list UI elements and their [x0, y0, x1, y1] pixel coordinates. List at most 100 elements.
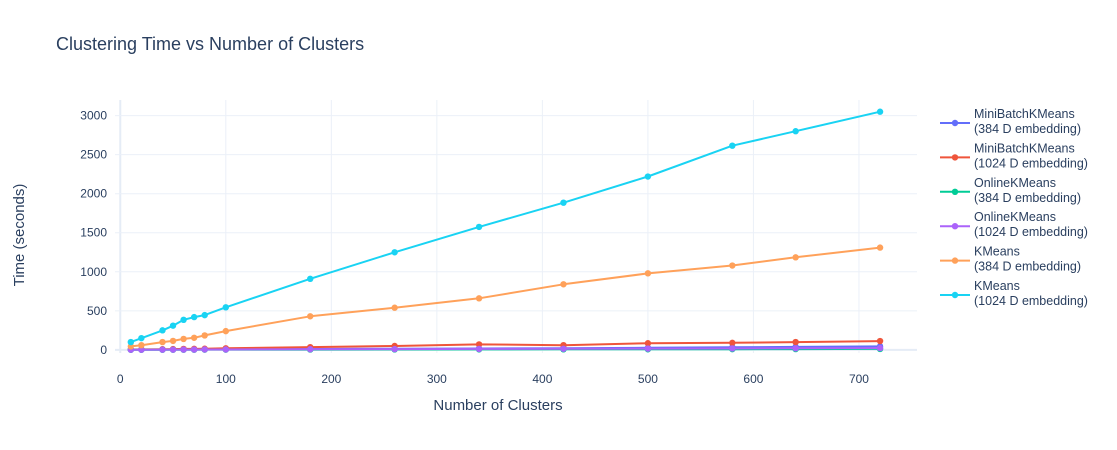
chart-title: Clustering Time vs Number of Clusters: [56, 34, 364, 54]
data-point[interactable]: [475, 341, 483, 348]
data-point[interactable]: [475, 345, 483, 353]
data-point[interactable]: [190, 346, 198, 353]
legend-label: KMeans: [974, 279, 1020, 293]
data-point[interactable]: [307, 346, 314, 353]
x-tick-label: 500: [638, 372, 658, 386]
data-point[interactable]: [391, 345, 398, 353]
legend-label: OnlineKMeans: [974, 176, 1056, 190]
legend-item[interactable]: KMeans(1024 D embedding): [940, 279, 1088, 308]
data-point[interactable]: [475, 295, 483, 302]
series-line: [130, 246, 881, 348]
data-point[interactable]: [644, 173, 652, 180]
grid: [115, 100, 917, 353]
legend-item[interactable]: OnlineKMeans(1024 D embedding): [940, 210, 1088, 239]
data-point[interactable]: [560, 345, 567, 352]
legend-marker-swatch: [951, 223, 959, 230]
data-point[interactable]: [307, 275, 314, 283]
legend-item[interactable]: KMeans(384 D embedding): [940, 245, 1081, 274]
data-point[interactable]: [876, 244, 884, 251]
legend-sublabel: (1024 D embedding): [974, 225, 1088, 239]
data-point[interactable]: [190, 313, 198, 321]
data-point[interactable]: [190, 334, 198, 341]
data-point[interactable]: [138, 346, 145, 353]
data-point[interactable]: [180, 335, 187, 343]
x-tick-label: 100: [216, 372, 236, 386]
legend-item[interactable]: OnlineKMeans(384 D embedding): [940, 176, 1081, 205]
x-tick-label: 300: [427, 372, 447, 386]
data-point[interactable]: [644, 270, 652, 277]
x-tick-label: 600: [743, 372, 763, 386]
tick-labels: 0 100 200 300 400 500 600 700 0 500 1000 1500 2000 25…: [80, 109, 869, 386]
legend-marker-swatch: [951, 188, 959, 195]
data-point[interactable]: [159, 327, 166, 334]
data-point[interactable]: [159, 346, 166, 353]
y-tick-label: 1500: [80, 226, 107, 240]
x-axis-title: Number of Clusters: [433, 397, 562, 414]
data-point[interactable]: [792, 338, 799, 346]
y-tick-label: 1000: [80, 265, 107, 279]
legend-item[interactable]: MiniBatchKMeans(1024 D embedding): [940, 141, 1088, 170]
data-point[interactable]: [644, 340, 652, 347]
data-point[interactable]: [201, 346, 208, 353]
y-tick-label: 2500: [80, 148, 107, 162]
data-point[interactable]: [876, 337, 884, 345]
data-point[interactable]: [201, 332, 208, 339]
data-point[interactable]: [307, 313, 314, 320]
legend-sublabel: (384 D embedding): [974, 122, 1081, 136]
legend-marker-swatch: [951, 257, 959, 264]
y-axis-title: Time (seconds): [11, 184, 28, 287]
y-tick-label: 3000: [80, 109, 107, 123]
data-point[interactable]: [222, 327, 230, 335]
legend-label: OnlineKMeans: [974, 210, 1056, 224]
data-point[interactable]: [169, 322, 177, 329]
data-point[interactable]: [792, 345, 799, 352]
data-point[interactable]: [201, 311, 208, 319]
data-point[interactable]: [729, 345, 736, 352]
data-point[interactable]: [729, 142, 736, 149]
legend-marker-swatch: [951, 291, 959, 299]
data-point[interactable]: [876, 108, 884, 115]
x-tick-label: 700: [849, 372, 869, 386]
x-tick-label: 200: [321, 372, 341, 386]
data-point[interactable]: [644, 345, 652, 352]
legend-sublabel: (1024 D embedding): [974, 156, 1088, 170]
data-point[interactable]: [127, 338, 135, 346]
legend-sublabel: (384 D embedding): [974, 191, 1081, 205]
x-tick-label: 400: [532, 372, 552, 386]
series-4: [127, 244, 884, 350]
legend-marker-swatch: [951, 154, 959, 161]
data-point[interactable]: [138, 334, 145, 342]
data-point[interactable]: [475, 223, 483, 231]
series-5: [127, 108, 884, 346]
series-line: [130, 347, 881, 351]
data-point[interactable]: [729, 262, 736, 269]
data-point[interactable]: [391, 249, 398, 256]
legend-label: MiniBatchKMeans: [974, 141, 1075, 155]
data-point[interactable]: [159, 338, 166, 346]
data-point[interactable]: [138, 341, 145, 349]
data-point[interactable]: [792, 254, 799, 261]
data-point[interactable]: [560, 199, 567, 206]
y-tick-label: 500: [87, 304, 107, 318]
series-line: [130, 110, 881, 344]
legend-marker-swatch: [951, 119, 959, 127]
data-point[interactable]: [169, 337, 177, 345]
legend[interactable]: MiniBatchKMeans(384 D embedding)MiniBatc…: [940, 107, 1088, 308]
plot-area: [127, 108, 884, 353]
data-point[interactable]: [391, 304, 398, 311]
legend-sublabel: (1024 D embedding): [974, 294, 1088, 308]
data-point[interactable]: [792, 128, 799, 135]
legend-label: MiniBatchKMeans: [974, 107, 1075, 121]
data-point[interactable]: [560, 281, 567, 288]
y-tick-label: 2000: [80, 187, 107, 201]
data-point[interactable]: [876, 344, 884, 352]
data-point[interactable]: [180, 316, 187, 324]
data-point[interactable]: [222, 304, 230, 311]
series-3: [127, 344, 884, 353]
data-point[interactable]: [180, 346, 187, 353]
data-point[interactable]: [729, 339, 736, 347]
data-point[interactable]: [222, 346, 230, 353]
legend-item[interactable]: MiniBatchKMeans(384 D embedding): [940, 107, 1081, 136]
data-point[interactable]: [169, 346, 177, 353]
